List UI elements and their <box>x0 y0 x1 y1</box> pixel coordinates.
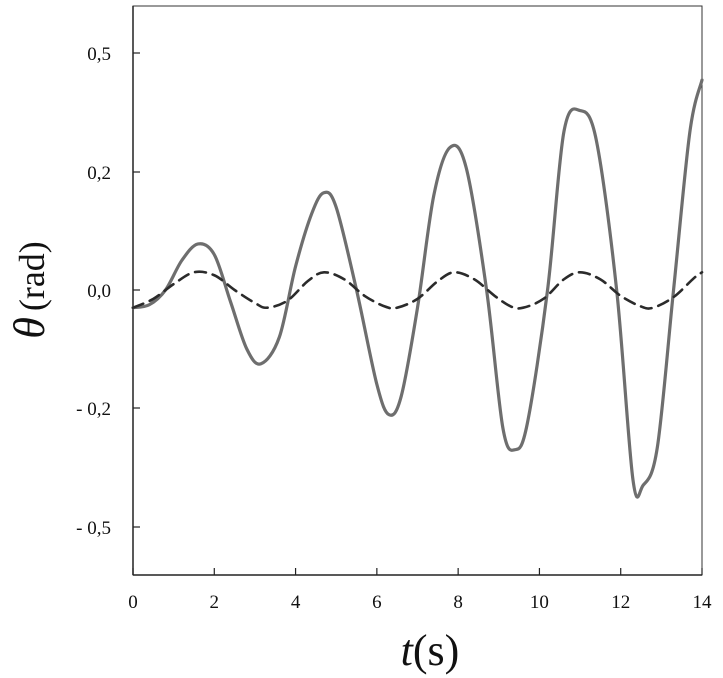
x-tick-label: 4 <box>291 592 301 613</box>
x-tick-label: 2 <box>210 592 220 613</box>
series-line-dashed <box>131 270 704 310</box>
y-tick-label: - 0,5 <box>76 518 111 539</box>
x-tick-label: 8 <box>453 592 463 613</box>
y-tick-label: 0,5 <box>87 44 111 65</box>
y-axis-var: θ <box>5 317 54 339</box>
x-tick-label: 0 <box>128 592 138 613</box>
x-axis-title: t(s) <box>401 626 460 675</box>
y-tick-label: - 0,2 <box>76 399 111 420</box>
y-axis-title: θ (rad) <box>5 241 54 339</box>
x-axis-unit: (s) <box>413 626 459 675</box>
x-tick-label: 14 <box>693 592 713 613</box>
y-ticks: 0,5 0,2 0,0 - 0,2 - 0,5 <box>76 44 140 539</box>
x-tick-label: 12 <box>611 592 630 613</box>
y-tick-label: 0,2 <box>87 163 111 184</box>
x-ticks: 0 2 4 6 8 10 12 14 <box>128 568 712 613</box>
x-tick-label: 6 <box>372 592 382 613</box>
x-axis-var: t <box>401 626 415 675</box>
series-line-solid <box>131 78 704 499</box>
y-tick-label: 0,0 <box>87 281 111 302</box>
x-tick-label: 10 <box>530 592 549 613</box>
y-axis-unit: (rad) <box>12 241 52 311</box>
series-layer <box>131 78 704 499</box>
